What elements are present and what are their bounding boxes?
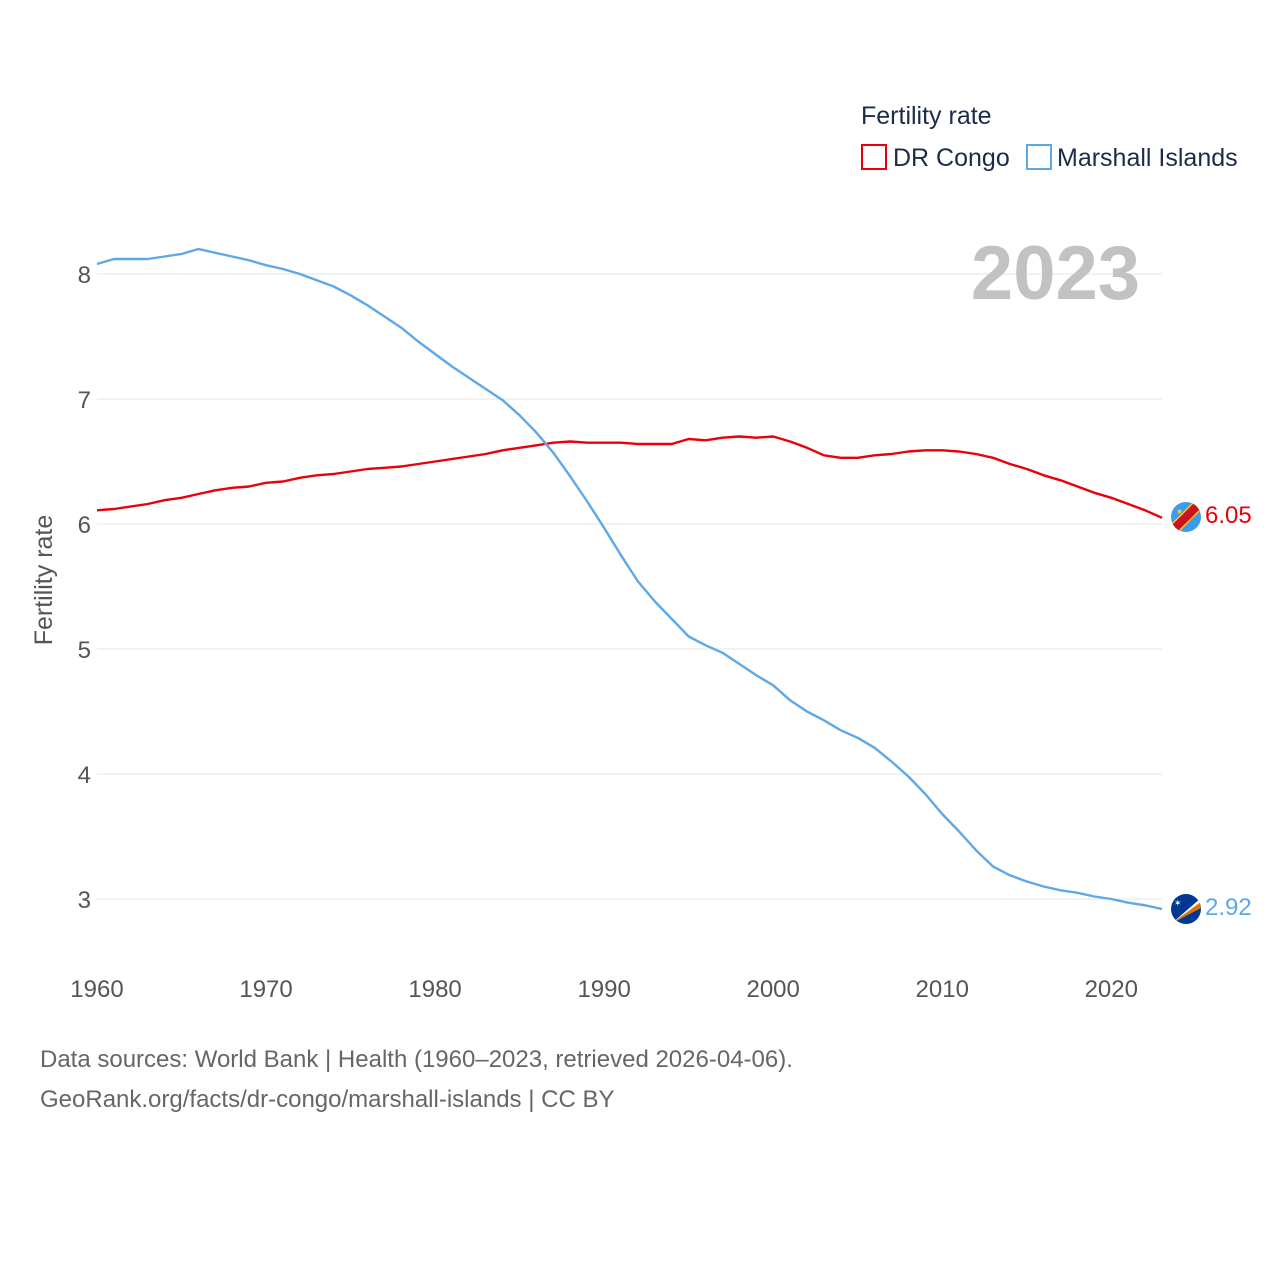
legend-label-dr-congo: DR Congo — [893, 144, 1010, 172]
x-tick-label: 2020 — [1085, 976, 1138, 1003]
series-lines — [96, 247, 1163, 911]
svg-text:✶: ✶ — [1174, 898, 1182, 908]
x-tick-label: 1970 — [239, 976, 292, 1003]
marshall-islands-flag-icon: ✶ — [1171, 894, 1201, 924]
y-tick-label: 8 — [78, 262, 91, 289]
year-label: 2023 — [971, 231, 1140, 316]
legend-item-dr-congo[interactable]: DR Congo — [861, 144, 1010, 172]
y-tick-label: 5 — [78, 637, 91, 664]
x-axis-ticks: 1960 1970 1980 1990 2000 2010 2020 — [70, 976, 1138, 1003]
legend: Fertility rate DR Congo Marshall Islands — [861, 102, 1238, 172]
y-axis-ticks: 3 4 5 6 7 8 — [78, 262, 91, 914]
y-tick-label: 6 — [78, 512, 91, 539]
series-line-marshall-islands[interactable] — [96, 247, 1163, 911]
y-tick-label: 7 — [78, 387, 91, 414]
x-tick-label: 2000 — [746, 976, 799, 1003]
x-tick-label: 2010 — [916, 976, 969, 1003]
x-tick-label: 1980 — [408, 976, 461, 1003]
source-line-1: Data sources: World Bank | Health (1960–… — [40, 1046, 793, 1073]
source-line-2[interactable]: GeoRank.org/facts/dr-congo/marshall-isla… — [40, 1086, 615, 1113]
end-value-label-marshall-islands: 2.92 — [1205, 894, 1252, 921]
legend-item-marshall-islands[interactable]: Marshall Islands — [1026, 144, 1238, 172]
dr-congo-flag-icon: ★ — [1171, 502, 1201, 532]
source-note: Data sources: World Bank | Health (1960–… — [40, 1040, 793, 1120]
gridlines — [97, 273, 1162, 900]
legend-swatch-dr-congo — [861, 144, 887, 170]
y-axis-title: Fertility rate — [30, 515, 58, 646]
series-line-dr-congo[interactable] — [96, 435, 1163, 519]
x-tick-label: 1990 — [577, 976, 630, 1003]
x-tick-label: 1960 — [70, 976, 123, 1003]
legend-label-marshall-islands: Marshall Islands — [1057, 144, 1238, 172]
y-tick-label: 3 — [78, 887, 91, 914]
end-value-label-dr-congo: 6.05 — [1205, 502, 1252, 529]
y-tick-label: 4 — [78, 762, 91, 789]
legend-swatch-marshall-islands — [1026, 144, 1052, 170]
svg-text:★: ★ — [1176, 507, 1183, 516]
legend-title: Fertility rate — [861, 102, 992, 130]
